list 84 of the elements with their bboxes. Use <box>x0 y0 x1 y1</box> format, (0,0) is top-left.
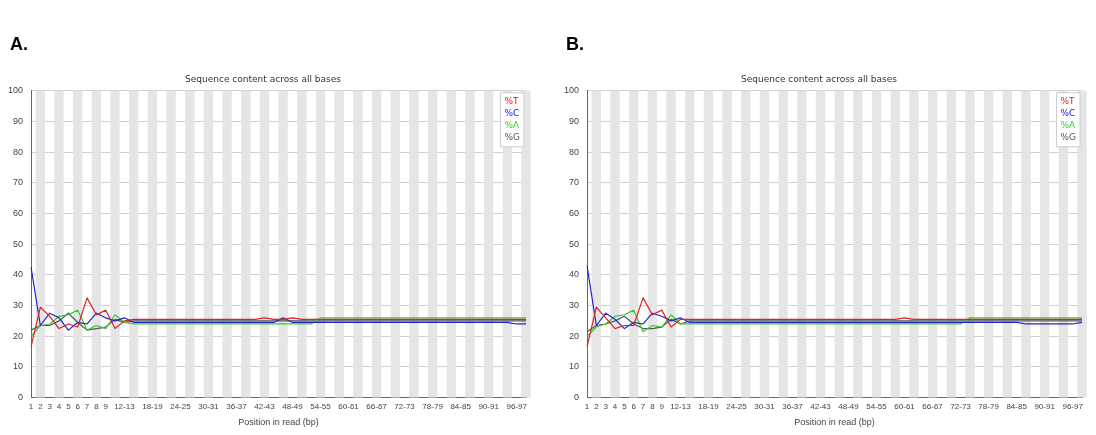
text: A. <box>10 34 28 55</box>
x-tick-label: 9 <box>103 401 109 411</box>
x-tick-label: 12-13 <box>670 401 692 411</box>
y-tick-label: 70 <box>13 177 24 188</box>
x-tick-label: 96-97 <box>1062 401 1084 411</box>
y-tick-label: 20 <box>13 330 24 341</box>
y-tick-label: 80 <box>13 146 24 157</box>
y-tick-label: 90 <box>569 115 580 126</box>
x-tick-label: 36-37 <box>226 401 248 411</box>
x-tick-label: 42-43 <box>810 401 832 411</box>
x-tick-label: 8 <box>650 401 656 411</box>
x-tick-label: 90-91 <box>478 401 500 411</box>
y-tick-label: 40 <box>569 269 580 280</box>
x-tick-label: 6 <box>631 401 637 411</box>
y-tick-label: 50 <box>569 238 580 249</box>
text: %G <box>1060 132 1077 143</box>
y-tick-label: 0 <box>574 392 580 403</box>
x-tick-label: 96-97 <box>506 401 528 411</box>
x-tick-label: 24-25 <box>170 401 192 411</box>
x-tick-label: 66-67 <box>366 401 388 411</box>
x-tick-label: 3 <box>603 401 609 411</box>
x-tick-label: 84-85 <box>1006 401 1028 411</box>
x-tick-label: 8 <box>94 401 100 411</box>
x-tick-label: 60-61 <box>894 401 916 411</box>
x-tick-label: 30-31 <box>754 401 776 411</box>
x-tick-label: 6 <box>75 401 81 411</box>
text: %T <box>1060 96 1076 107</box>
x-tick-label: 48-49 <box>838 401 860 411</box>
y-tick-label: 10 <box>569 361 580 372</box>
x-tick-label: 60-61 <box>338 401 360 411</box>
x-tick-label: 12-13 <box>114 401 136 411</box>
chart-title: Sequence content across all bases <box>185 73 342 84</box>
text: %T <box>504 96 520 107</box>
x-tick-label: 78-79 <box>978 401 1000 411</box>
x-tick-label: 7 <box>640 401 646 411</box>
y-tick-label: 10 <box>13 361 24 372</box>
x-tick-label: 36-37 <box>782 401 804 411</box>
y-tick-label: 70 <box>569 177 580 188</box>
x-tick-label: 54-55 <box>866 401 888 411</box>
y-tick-label: 30 <box>569 300 580 311</box>
x-tick-label: 4 <box>56 401 62 411</box>
x-tick-label: 66-67 <box>922 401 944 411</box>
text: %C <box>1060 108 1076 119</box>
x-tick-label: 18-19 <box>142 401 164 411</box>
x-tick-label: 54-55 <box>310 401 332 411</box>
y-tick-label: 20 <box>569 330 580 341</box>
y-tick-label: 100 <box>563 85 580 96</box>
x-tick-label: 24-25 <box>726 401 748 411</box>
x-tick-label: 30-31 <box>198 401 220 411</box>
x-tick-label: 42-43 <box>254 401 276 411</box>
x-tick-label: 3 <box>47 401 53 411</box>
x-tick-label: 18-19 <box>698 401 720 411</box>
x-tick-label: 48-49 <box>282 401 304 411</box>
x-tick-label: 1 <box>28 401 34 411</box>
x-tick-label: 78-79 <box>422 401 444 411</box>
y-tick-label: 60 <box>569 208 580 218</box>
x-axis-title: Position in read (bp) <box>794 417 875 428</box>
text: %G <box>504 132 521 143</box>
x-tick-label: 72-73 <box>394 401 416 411</box>
x-tick-label: 7 <box>84 401 90 411</box>
x-tick-label: 2 <box>594 401 600 411</box>
x-tick-label: 72-73 <box>950 401 972 411</box>
y-tick-label: 0 <box>18 392 24 403</box>
text: %A <box>504 120 521 131</box>
x-tick-label: 5 <box>622 401 628 411</box>
x-tick-label: 84-85 <box>450 401 472 411</box>
y-tick-label: 100 <box>7 85 24 96</box>
x-tick-label: 90-91 <box>1034 401 1056 411</box>
x-tick-label: 9 <box>659 401 665 411</box>
text: %C <box>504 108 520 119</box>
x-tick-label: 2 <box>38 401 44 411</box>
chart-title: Sequence content across all bases <box>741 73 898 84</box>
x-axis-title: Position in read (bp) <box>238 417 319 428</box>
x-tick-label: 5 <box>66 401 72 411</box>
y-tick-label: 30 <box>13 300 24 311</box>
x-tick-label: 4 <box>612 401 618 411</box>
y-tick-label: 40 <box>13 269 24 280</box>
y-tick-label: 60 <box>13 208 24 218</box>
text: B. <box>566 34 584 55</box>
y-tick-label: 90 <box>13 115 24 126</box>
y-tick-label: 80 <box>569 146 580 157</box>
x-tick-label: 1 <box>584 401 590 411</box>
y-tick-label: 50 <box>13 238 24 249</box>
text: %A <box>1060 120 1077 131</box>
